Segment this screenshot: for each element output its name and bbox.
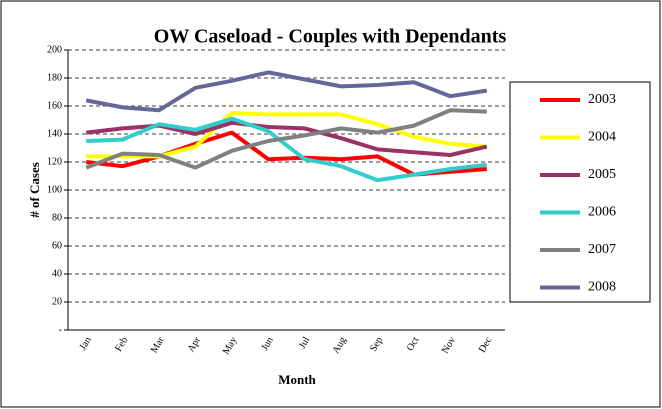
y-tick-label: 80: [52, 212, 62, 223]
y-tick-label: 20: [52, 296, 62, 307]
series-line: [86, 116, 488, 183]
y-tick-label: 140: [47, 128, 62, 139]
y-axis-label: # of Cases: [27, 162, 42, 218]
legend-label: 2006: [588, 205, 616, 220]
legend-label: 2004: [588, 130, 616, 145]
legend-label: 2003: [588, 92, 616, 107]
legend-box: [509, 81, 651, 303]
x-axis-label: Month: [278, 372, 316, 387]
y-tick-label: 180: [47, 72, 62, 83]
series-line: [85, 108, 487, 170]
series-line: [85, 70, 488, 113]
y-tick-label: 60: [52, 240, 62, 251]
y-tick-label: 100: [47, 184, 62, 195]
legend-label: 2007: [588, 242, 616, 257]
y-tick-label: 160: [47, 100, 62, 111]
chart-title: OW Caseload - Couples with Dependants: [154, 26, 507, 48]
legend-label: 2005: [588, 167, 616, 182]
y-tick-label: 200: [47, 44, 62, 55]
x-tick-label: Jul: [297, 335, 312, 351]
y-tick-label: -: [59, 324, 62, 335]
legend-label: 2008: [588, 280, 616, 295]
y-tick-label: 40: [52, 268, 62, 279]
y-tick-label: 120: [47, 156, 62, 167]
